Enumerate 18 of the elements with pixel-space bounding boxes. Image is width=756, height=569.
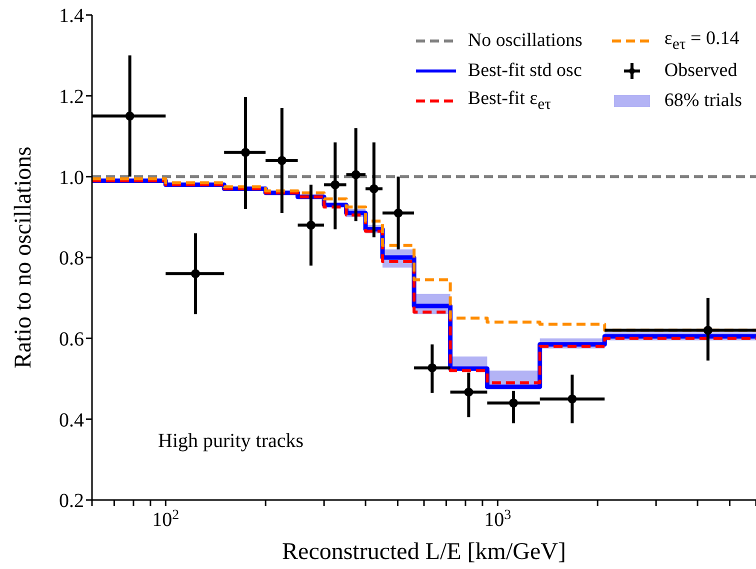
y-tick-label: 0.4: [59, 409, 84, 432]
legend-label: Observed: [664, 60, 738, 82]
legend-label: Best-fit std osc: [468, 60, 582, 82]
y-tick-label: 0.2: [59, 490, 84, 512]
y-tick-label: 1.2: [59, 86, 84, 108]
x-tick-label: 10$^{2}$: [152, 508, 180, 531]
y-axis-title: Ratio to no oscillations: [10, 146, 37, 368]
legend-label: 68% trials: [664, 90, 742, 112]
x-tick-label: 10$^{3}$: [484, 508, 512, 531]
y-tick-label: 0.6: [59, 328, 84, 350]
y-tick-label: 1.4: [59, 5, 84, 28]
y-tick-label: 1.0: [59, 166, 84, 189]
y-tick-label: 0.8: [59, 248, 84, 270]
legend-label: ε$_{eτ}$ = 0.14: [664, 28, 740, 54]
legend-label: No oscillations: [468, 30, 582, 52]
legend-label: Best-fit ε$_{eτ}$: [468, 88, 552, 114]
annotation: High purity tracks: [158, 430, 304, 453]
x-axis-title: Reconstructed L/E [km/GeV]: [282, 539, 566, 565]
